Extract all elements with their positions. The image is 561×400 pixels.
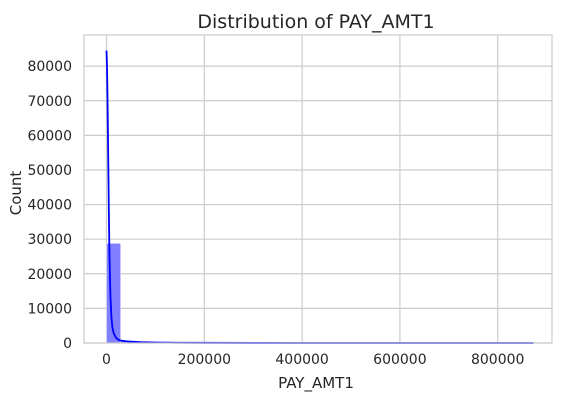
y-tick-label: 30000: [27, 232, 72, 248]
axes-frame: [83, 34, 553, 344]
y-tick-labels: 0 10000 20000 30000 40000 50000 60000 70000 8000…: [27, 59, 72, 352]
y-tick-label: 80000: [27, 59, 72, 75]
y-axis-label: Count: [7, 171, 25, 216]
grid-lines: [84, 35, 552, 344]
y-tick-label: 40000: [27, 198, 72, 214]
y-tick-label: 70000: [27, 94, 72, 110]
y-tick-label: 50000: [27, 163, 72, 179]
plot-area: [83, 34, 553, 344]
x-tick-label: 0: [102, 352, 111, 368]
x-tick-label: 200000: [178, 352, 231, 368]
x-axis-label: PAY_AMT1: [278, 374, 354, 393]
chart-title: Distribution of PAY_AMT1: [197, 11, 434, 33]
x-tick-labels: 0 200000 400000 600000 800000: [102, 352, 524, 368]
x-tick-label: 800000: [471, 352, 524, 368]
x-tick-label: 400000: [275, 352, 328, 368]
y-tick-label: 60000: [27, 128, 72, 144]
histogram-bar: [106, 243, 121, 344]
y-tick-label: 0: [63, 336, 72, 352]
y-tick-label: 10000: [27, 301, 72, 317]
x-tick-label: 600000: [373, 352, 426, 368]
y-tick-label: 20000: [27, 267, 72, 283]
